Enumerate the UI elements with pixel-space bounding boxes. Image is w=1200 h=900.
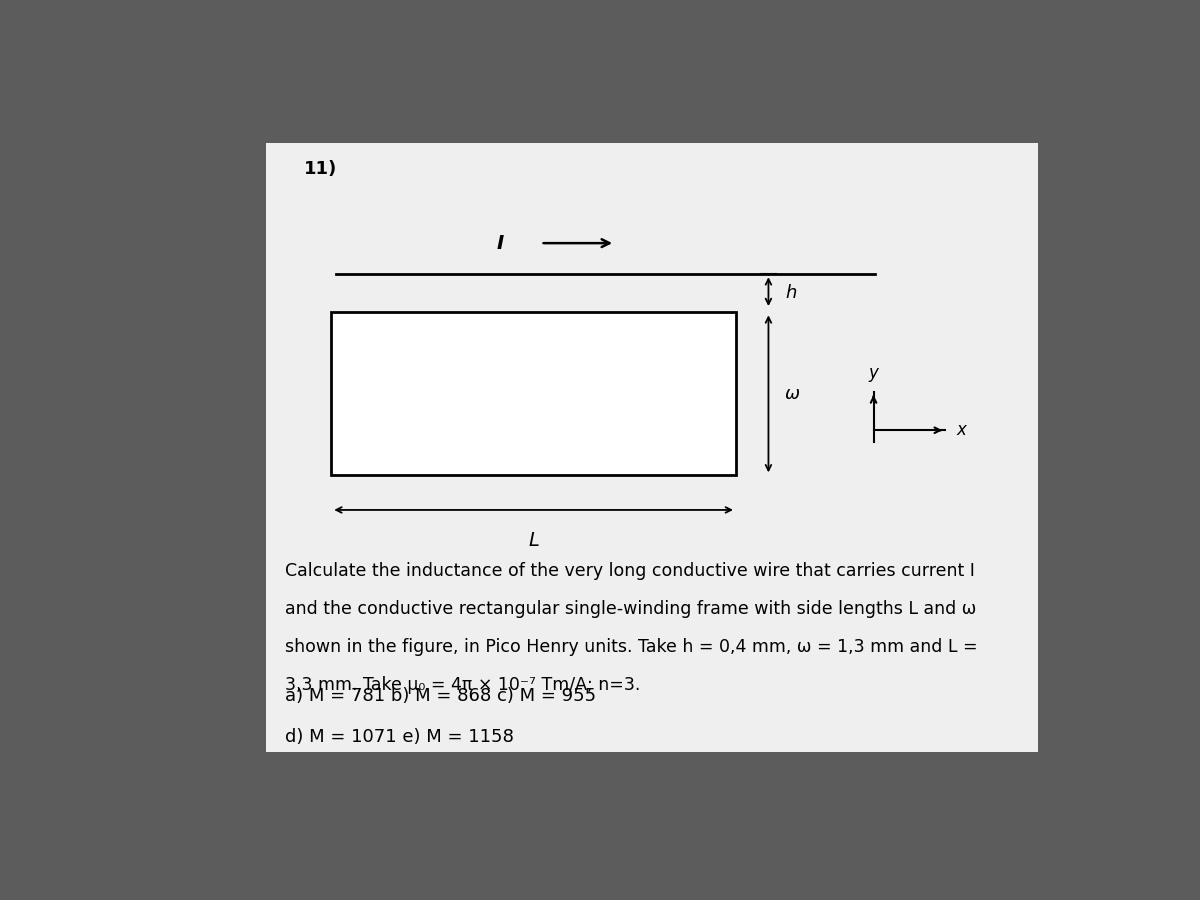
Text: I: I — [496, 234, 504, 253]
Text: shown in the figure, in Pico Henry units. Take h = 0,4 mm, ω = 1,3 mm and L =: shown in the figure, in Pico Henry units… — [284, 638, 978, 656]
Text: L: L — [528, 531, 539, 550]
Text: d) M = 1071 e) M = 1158: d) M = 1071 e) M = 1158 — [284, 728, 514, 746]
Text: y: y — [869, 364, 878, 382]
Text: h: h — [785, 284, 797, 302]
Text: x: x — [956, 421, 966, 439]
Text: a) M = 781 b) M = 868 c) M = 955: a) M = 781 b) M = 868 c) M = 955 — [284, 687, 596, 705]
Text: 11): 11) — [304, 160, 337, 178]
Text: ω: ω — [785, 385, 800, 403]
Bar — [331, 312, 736, 475]
Text: 3,3 mm. Take μ₀ = 4π × 10⁻⁷ Tm/A; n=3.: 3,3 mm. Take μ₀ = 4π × 10⁻⁷ Tm/A; n=3. — [284, 676, 641, 694]
Bar — [266, 143, 1038, 752]
Text: Calculate the inductance of the very long conductive wire that carries current I: Calculate the inductance of the very lon… — [284, 562, 974, 580]
Text: and the conductive rectangular single-winding frame with side lengths L and ω: and the conductive rectangular single-wi… — [284, 600, 977, 618]
